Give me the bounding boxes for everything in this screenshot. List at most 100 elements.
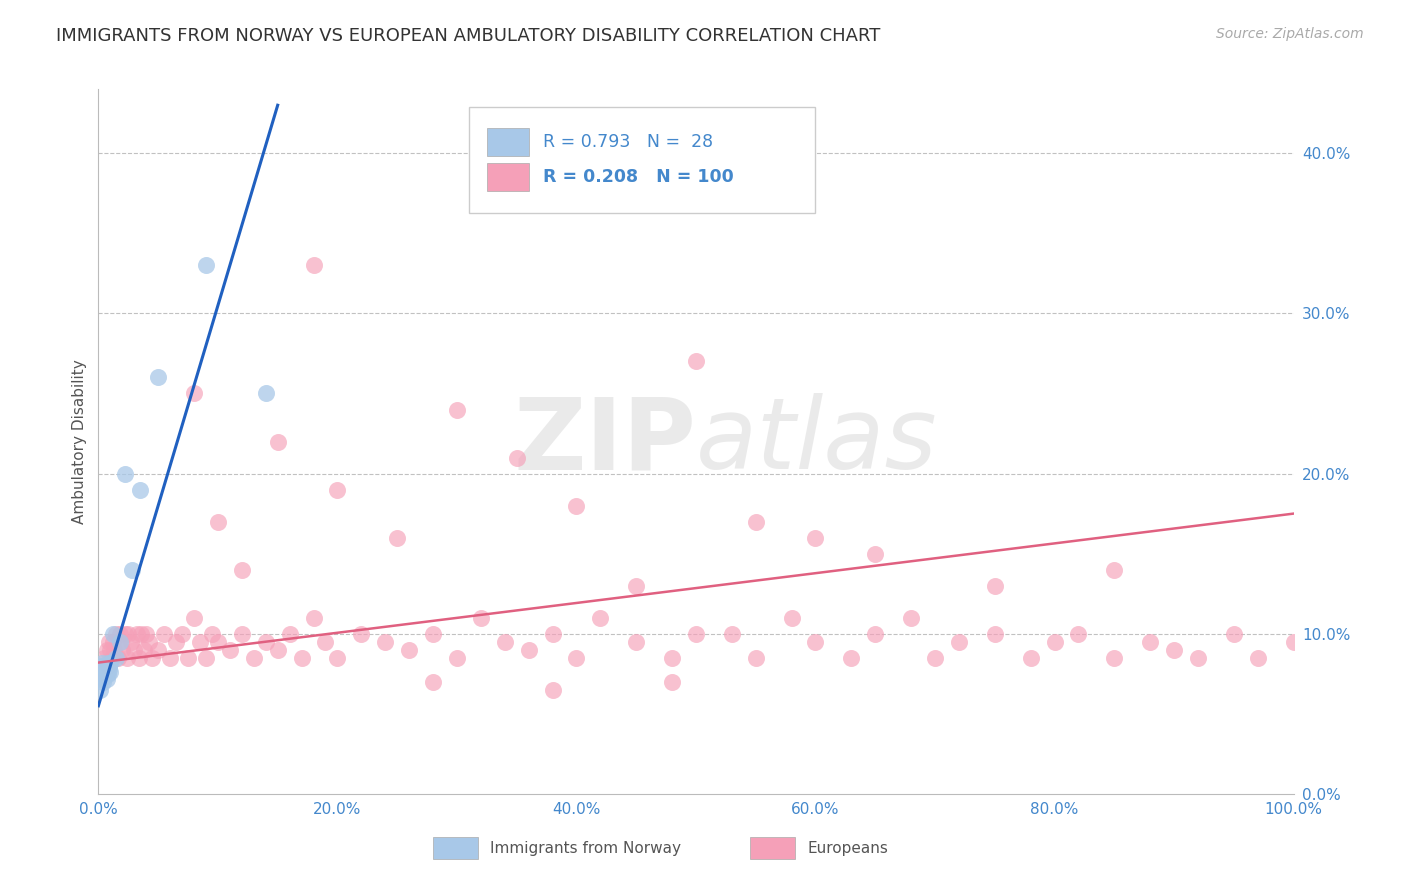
Point: [506, 450, 529, 465]
Point: [326, 650, 349, 665]
Point: [93, 670, 115, 684]
Point: [745, 515, 768, 529]
Point: [661, 650, 683, 665]
Point: [110, 634, 132, 648]
Point: [385, 531, 409, 545]
Point: [195, 258, 218, 272]
Point: [153, 626, 176, 640]
Point: [315, 634, 337, 648]
Point: [1019, 650, 1042, 665]
Point: [278, 626, 301, 640]
Point: [135, 626, 157, 640]
Point: [254, 634, 277, 648]
Point: [101, 634, 124, 648]
Point: [494, 634, 516, 648]
Text: atlas: atlas: [696, 393, 938, 490]
Point: [98, 662, 121, 676]
Point: [422, 674, 444, 689]
FancyBboxPatch shape: [470, 107, 815, 212]
Point: [626, 634, 648, 648]
Point: [89, 682, 111, 697]
Point: [159, 650, 181, 665]
FancyBboxPatch shape: [433, 837, 478, 859]
Point: [865, 547, 887, 561]
Point: [661, 674, 683, 689]
FancyBboxPatch shape: [486, 128, 529, 156]
Point: [231, 563, 253, 577]
Point: [207, 634, 229, 648]
Point: [745, 650, 768, 665]
Point: [948, 634, 970, 648]
Point: [107, 650, 129, 665]
Point: [1043, 634, 1066, 648]
Point: [98, 665, 122, 680]
Point: [984, 579, 1007, 593]
Point: [398, 642, 420, 657]
Text: R = 0.793   N =  28: R = 0.793 N = 28: [543, 133, 713, 151]
Point: [97, 658, 120, 673]
Point: [183, 386, 205, 401]
Point: [1282, 634, 1305, 648]
Point: [219, 642, 242, 657]
Point: [98, 642, 122, 657]
Point: [326, 483, 349, 497]
Point: [114, 626, 136, 640]
Point: [105, 626, 128, 640]
Point: [96, 672, 118, 686]
Point: [105, 650, 128, 665]
Point: [93, 658, 115, 673]
Point: [108, 626, 131, 640]
Text: Immigrants from Norway: Immigrants from Norway: [491, 840, 682, 855]
Point: [100, 650, 122, 665]
Point: [195, 650, 218, 665]
Point: [243, 650, 266, 665]
Point: [108, 634, 131, 648]
Point: [101, 626, 124, 640]
Point: [98, 658, 121, 673]
Point: [541, 626, 564, 640]
Point: [1223, 626, 1246, 640]
Point: [96, 665, 118, 680]
Point: [350, 626, 373, 640]
Point: [517, 642, 540, 657]
Point: [721, 626, 744, 640]
Point: [470, 610, 492, 624]
Point: [183, 610, 205, 624]
Point: [120, 634, 142, 648]
Point: [291, 650, 314, 665]
Point: [446, 650, 468, 665]
Point: [374, 634, 396, 648]
Point: [115, 650, 138, 665]
Point: [422, 626, 444, 640]
Point: [124, 642, 146, 657]
Point: [141, 650, 163, 665]
Point: [924, 650, 946, 665]
Point: [565, 499, 588, 513]
Point: [172, 626, 194, 640]
Point: [129, 483, 152, 497]
Point: [267, 434, 290, 449]
Point: [165, 634, 187, 648]
Point: [1187, 650, 1209, 665]
Point: [685, 626, 707, 640]
Text: ZIP: ZIP: [513, 393, 696, 490]
Point: [111, 642, 134, 657]
FancyBboxPatch shape: [486, 163, 529, 192]
Text: Europeans: Europeans: [807, 840, 889, 855]
Point: [91, 666, 114, 681]
Point: [138, 634, 160, 648]
Point: [984, 626, 1007, 640]
Y-axis label: Ambulatory Disability: Ambulatory Disability: [72, 359, 87, 524]
Point: [98, 656, 122, 670]
Point: [1104, 563, 1126, 577]
Point: [1247, 650, 1270, 665]
Point: [1139, 634, 1161, 648]
Point: [267, 642, 290, 657]
Point: [1067, 626, 1090, 640]
Point: [780, 610, 803, 624]
Point: [804, 531, 827, 545]
Point: [626, 579, 648, 593]
Point: [98, 634, 121, 648]
Point: [254, 386, 277, 401]
Point: [446, 402, 468, 417]
